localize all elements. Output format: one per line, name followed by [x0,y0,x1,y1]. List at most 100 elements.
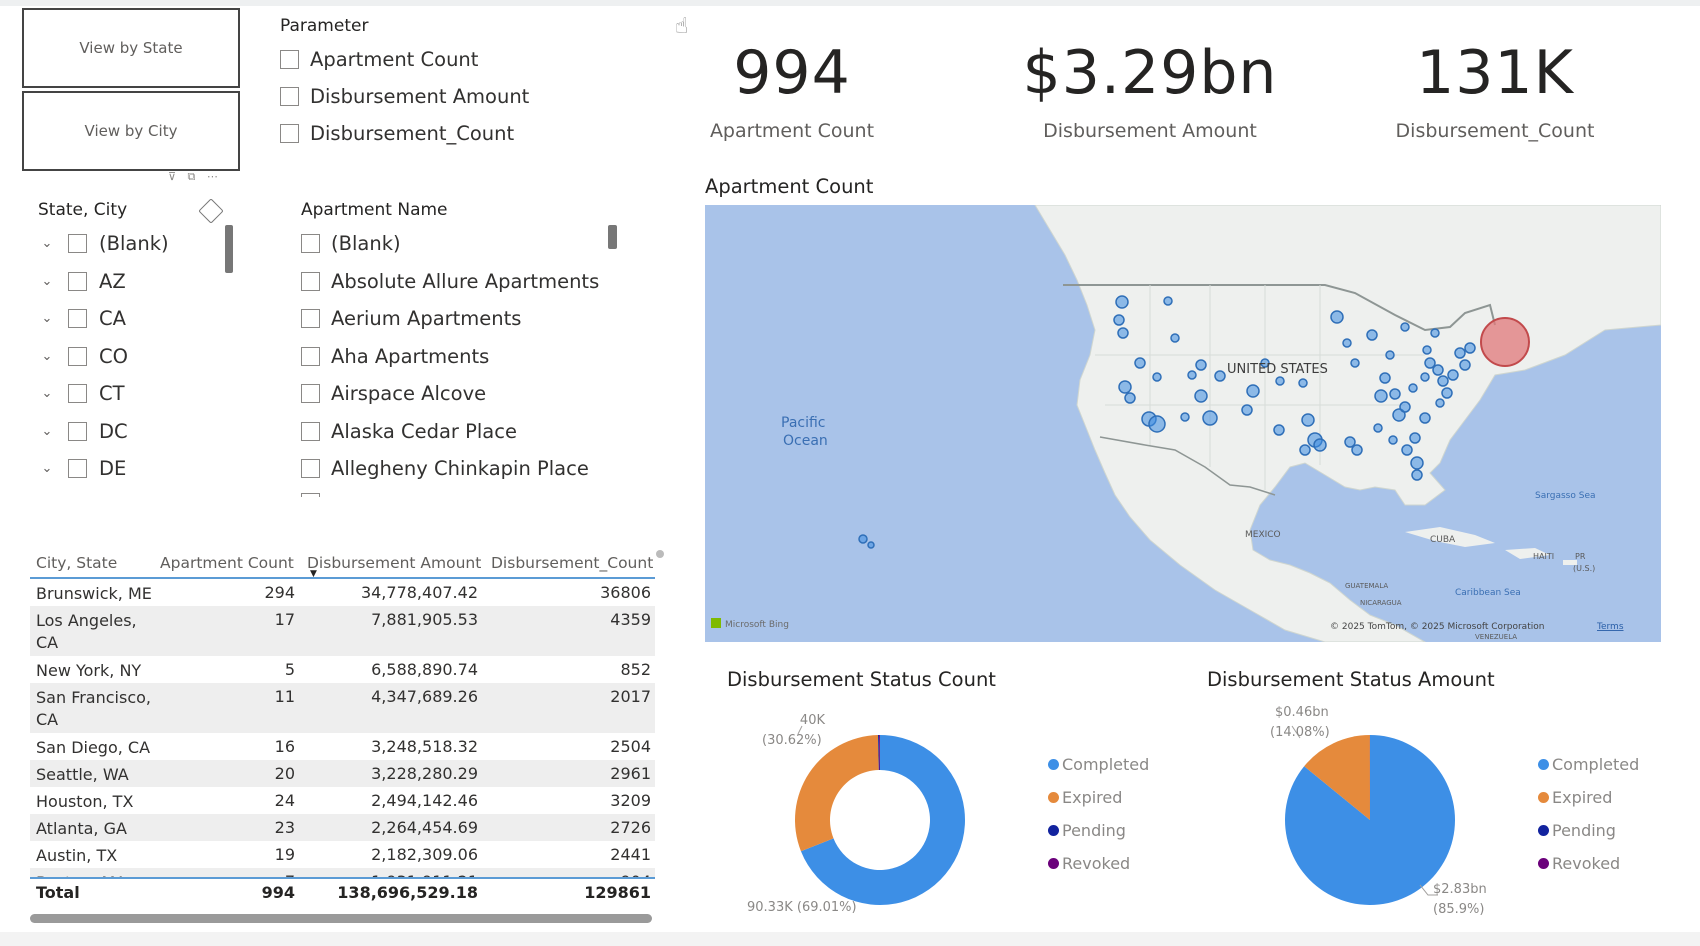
slice-completed[interactable] [800,735,965,905]
pie-completed-value-label: $2.83bn [1433,882,1487,897]
table-header: City, State Apartment Count Disbursement… [30,545,655,579]
apartment-name-item[interactable]: Alaska Cedar Place [301,420,517,443]
slice-revoked[interactable] [879,735,880,771]
checkbox[interactable] [280,50,299,69]
state-city-item[interactable]: ⌄ CA [40,307,126,330]
bing-logo-icon [711,618,721,628]
legend-item-expired[interactable]: Expired [1538,788,1612,807]
state-city-scrollbar[interactable] [225,225,233,273]
legend-item-pending[interactable]: Pending [1048,821,1126,840]
chevron-down-icon[interactable]: ⌄ [41,386,53,401]
cell-city-state: San Diego, CA [36,738,151,757]
view-by-city-button[interactable]: View by City [22,91,240,171]
cell-disbursement-amount: 6,588,890.74 [371,660,478,679]
apartment-name-item[interactable]: Absolute Allure Apartments [301,270,599,293]
apartment-name-item[interactable]: Allegheny Chinkapin Place [301,457,589,480]
checkbox[interactable] [68,421,87,441]
chevron-down-icon[interactable]: ⌄ [41,236,53,251]
checkbox[interactable] [68,384,87,403]
checkbox[interactable] [301,384,320,403]
state-city-item[interactable]: ⌄ (Blank) [40,232,169,255]
state-city-item-label: DE [99,457,127,480]
parameter-option[interactable]: Apartment Count [280,48,478,71]
donut-chart[interactable] [780,720,980,920]
checkbox[interactable] [280,124,299,143]
checkbox[interactable] [301,421,320,441]
legend-item-pending[interactable]: Pending [1538,821,1616,840]
apartment-name-item[interactable]: Aha Apartments [301,345,489,368]
chevron-down-icon[interactable]: ⌄ [41,423,53,439]
state-city-item[interactable]: ⌄ DC [40,420,128,443]
parameter-option-label: Disbursement Amount [310,85,530,108]
legend-marker [1538,858,1549,869]
apartment-name-item[interactable]: Airspace Alcove [301,382,486,405]
eraser-icon[interactable] [198,198,224,224]
checkbox[interactable] [301,234,320,253]
table-resize-handle[interactable] [656,550,664,558]
checkbox[interactable] [301,309,320,328]
chevron-down-icon[interactable]: ⌄ [41,461,53,476]
cell-disbursement-count: 36806 [600,583,651,602]
table-row[interactable]: San Francisco, CA 11 4,347,689.26 2017 [30,683,655,733]
apartment-name-item[interactable]: (Blank) [301,232,401,255]
legend-item-expired[interactable]: Expired [1048,788,1122,807]
legend-marker [1048,759,1059,770]
donut-completed-label: 90.33K (69.01%) [747,900,857,915]
total-disbursement-count: 129861 [584,883,651,902]
checkbox[interactable] [301,271,320,291]
cell-apartment-count: 5 [284,660,295,679]
table-row[interactable]: San Diego, CA 16 3,248,518.32 2504 [30,733,655,760]
map-label-country: UNITED STATES [1227,362,1328,377]
checkbox[interactable] [280,87,299,106]
cell-disbursement-amount: 3,228,280.29 [371,764,478,783]
bubble-map[interactable]: UNITED STATES Pacific Ocean MEXICO CUBA … [705,205,1661,642]
chevron-down-icon[interactable]: ⌄ [41,348,53,364]
table-row[interactable]: Houston, TX 24 2,494,142.46 3209 [30,787,655,814]
pie-chart[interactable] [1270,720,1470,920]
table-row[interactable]: Austin, TX 19 2,182,309.06 2441 [30,841,655,868]
table-row[interactable]: Seattle, WA 20 3,228,280.29 2961 [30,760,655,787]
table-row[interactable]: Boston, MA 7 1,931,911.21 904 [30,868,655,877]
state-city-item[interactable]: ⌄ AZ [40,270,126,293]
checkbox[interactable] [68,459,87,478]
slice-pending[interactable] [878,735,880,771]
table-row[interactable]: Atlanta, GA 23 2,264,454.69 2726 [30,814,655,841]
total-label: Total [36,883,80,902]
slice-expired[interactable] [795,735,879,852]
cell-city-state: Seattle, WA [36,765,129,784]
map-label-haiti: HAITI [1533,552,1554,561]
legend-label: Revoked [1062,854,1131,873]
checkbox[interactable] [301,346,320,366]
column-header-disbursement-count[interactable]: Disbursement_Count [491,554,654,572]
checkbox[interactable] [68,234,87,253]
legend-item-completed[interactable]: Completed [1048,755,1149,774]
checkbox[interactable] [68,346,87,366]
legend-item-revoked[interactable]: Revoked [1048,854,1130,873]
parameter-option[interactable]: Disbursement Amount [280,85,529,108]
state-city-item[interactable]: ⌄ CO [40,345,128,368]
card-disbursement-amount-label: Disbursement Amount [1043,120,1257,142]
table-row[interactable]: Brunswick, ME 294 34,778,407.42 36806 [30,579,655,606]
apartment-name-item[interactable]: Aerium Apartments [301,307,521,330]
visual-header-icons[interactable]: ⊽ ⧉ ⋯ [168,170,222,183]
table-horizontal-scrollbar[interactable] [30,914,652,923]
view-by-state-button[interactable]: View by State [22,8,240,88]
legend-item-revoked[interactable]: Revoked [1538,854,1620,873]
chevron-down-icon[interactable]: ⌄ [41,273,53,289]
checkbox[interactable] [301,459,320,478]
legend-item-completed[interactable]: Completed [1538,755,1639,774]
column-header-disbursement-amount[interactable]: Disbursement Amount [307,554,482,572]
apartment-name-item-label: Airspace Alcove [331,382,487,405]
state-city-item[interactable]: ⌄ CT [40,382,125,405]
slice-expired[interactable] [1304,735,1370,820]
table-row[interactable]: Los Angeles, CA 17 7,881,905.53 4359 [30,606,655,656]
checkbox[interactable] [68,271,87,291]
parameter-option[interactable]: Disbursement_Count [280,122,514,145]
column-header-apartment-count[interactable]: Apartment Count [160,554,294,572]
table-row[interactable]: New York, NY 5 6,588,890.74 852 [30,656,655,683]
apartment-name-scrollbar[interactable] [608,225,617,249]
chevron-down-icon[interactable]: ⌄ [41,311,53,326]
checkbox[interactable] [68,309,87,328]
state-city-item[interactable]: ⌄ DE [40,457,127,480]
column-header-city-state[interactable]: City, State [36,554,118,572]
